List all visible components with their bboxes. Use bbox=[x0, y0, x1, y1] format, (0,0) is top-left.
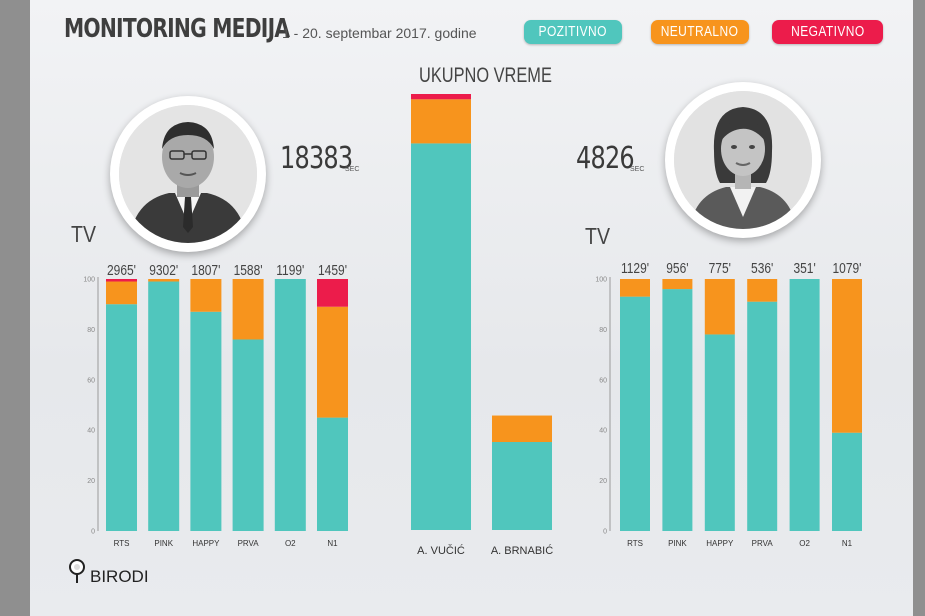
right-y-tick: 100 bbox=[595, 277, 607, 284]
left-x-label: PRVA bbox=[238, 539, 260, 548]
infographic-card: MONITORING MEDIJA 1 - 20. septembar 2017… bbox=[30, 0, 913, 616]
right-y-tick: 40 bbox=[599, 428, 607, 435]
right-bar-prva-pozitivno bbox=[747, 301, 778, 531]
left-bar-rts-neutralno bbox=[106, 281, 137, 305]
left-top-label: 1199' bbox=[276, 262, 304, 279]
legend-negative-label: NEGATIVNO bbox=[790, 23, 865, 40]
right-bar-happy-neutralno bbox=[704, 279, 735, 335]
right-x-label: O2 bbox=[799, 539, 810, 548]
left-top-label: 1588' bbox=[234, 262, 263, 279]
left-x-label: HAPPY bbox=[192, 539, 220, 548]
left-bar-rts-pozitivno bbox=[106, 304, 137, 531]
left-x-label: O2 bbox=[285, 539, 296, 548]
page-title: MONITORING MEDIJA bbox=[64, 14, 290, 44]
total-left: 18383 bbox=[280, 141, 353, 176]
total-left-unit: SEC bbox=[345, 166, 360, 173]
total-right: 4826 bbox=[576, 141, 635, 176]
left-top-label: 1459' bbox=[318, 262, 347, 279]
left-x-label: PINK bbox=[154, 539, 173, 548]
chart-center: A. VUČIĆ A. BRNABIĆ bbox=[411, 94, 553, 557]
right-x-label: RTS bbox=[627, 539, 643, 548]
right-bar-n1-pozitivno bbox=[832, 432, 862, 531]
right-y-tick: 0 bbox=[603, 529, 607, 536]
right-top-label: 1129' bbox=[621, 260, 649, 277]
tv-label-right: TV bbox=[585, 223, 610, 249]
right-top-label: 351' bbox=[793, 260, 815, 277]
total-right-unit: SEC bbox=[630, 166, 645, 173]
left-top-label: 9302' bbox=[149, 262, 178, 279]
left-y-tick: 20 bbox=[87, 478, 95, 485]
right-x-label: PINK bbox=[668, 539, 687, 548]
right-x-label: HAPPY bbox=[706, 539, 734, 548]
legend-positive-label: POZITIVNO bbox=[538, 23, 608, 40]
left-bar-n1-negativno bbox=[317, 279, 348, 307]
center-bar-brnabic-neutralno bbox=[492, 415, 552, 443]
center-bar-vucic-pozitivno bbox=[411, 143, 471, 530]
portrait-right bbox=[665, 82, 821, 238]
right-bar-rts-pozitivno bbox=[620, 296, 650, 531]
center-x-label: A. VUČIĆ bbox=[417, 544, 465, 557]
left-y-tick: 0 bbox=[91, 529, 95, 536]
left-bar-rts-negativno bbox=[106, 279, 137, 282]
portrait-left bbox=[110, 96, 266, 252]
right-bar-pink-neutralno bbox=[662, 279, 693, 290]
right-top-label: 956' bbox=[666, 260, 688, 277]
right-top-label: 536' bbox=[751, 260, 773, 277]
right-y-tick: 60 bbox=[599, 377, 607, 384]
center-title: UKUPNO VREME bbox=[419, 64, 552, 87]
right-bar-pink-pozitivno bbox=[662, 289, 693, 531]
right-bar-n1-neutralno bbox=[832, 279, 862, 433]
tv-label-left: TV bbox=[71, 221, 96, 247]
right-bar-rts-neutralno bbox=[620, 279, 650, 297]
right-x-label: N1 bbox=[842, 539, 853, 548]
left-bar-o2-pozitivno bbox=[274, 279, 306, 531]
center-x-label: A. BRNABIĆ bbox=[491, 544, 553, 557]
man-portrait-icon bbox=[119, 105, 257, 243]
logo-text: BIRODI bbox=[90, 567, 149, 586]
right-bar-o2-pozitivno bbox=[789, 279, 820, 531]
right-top-label: 1079' bbox=[833, 260, 862, 277]
right-bar-happy-pozitivno bbox=[704, 334, 735, 531]
center-bar-vucic-negativno bbox=[411, 94, 471, 100]
legend-neutral: NEUTRALNO bbox=[651, 20, 749, 44]
left-bar-pink-pozitivno bbox=[148, 281, 180, 531]
left-bar-prva-neutralno bbox=[232, 279, 264, 340]
right-top-label: 775' bbox=[709, 260, 731, 277]
left-bar-n1-neutralno bbox=[317, 306, 348, 418]
left-y-tick: 100 bbox=[83, 277, 95, 284]
left-bar-n1-pozitivno bbox=[317, 417, 348, 531]
left-bar-pink-neutralno bbox=[148, 279, 180, 282]
right-y-tick: 80 bbox=[599, 327, 607, 334]
chart-right: 0 20 40 60 80 100 RTS 1129' PINK 956' HAPPY 775' PRV… bbox=[595, 260, 862, 548]
left-bar-happy-neutralno bbox=[190, 279, 222, 312]
left-bar-happy-pozitivno bbox=[190, 311, 222, 531]
left-y-tick: 60 bbox=[87, 377, 95, 384]
left-top-label: 2965' bbox=[107, 262, 136, 279]
left-top-label: 1807' bbox=[191, 262, 220, 279]
chart-left: 0 20 40 60 80 100 RTS 2965' PINK 9302' HAPPY 1807' P… bbox=[83, 262, 348, 548]
center-bar-vucic-neutralno bbox=[411, 99, 471, 144]
center-bar-brnabic-pozitivno bbox=[492, 442, 552, 530]
left-y-tick: 80 bbox=[87, 327, 95, 334]
woman-portrait-icon bbox=[674, 91, 812, 229]
left-x-label: N1 bbox=[327, 539, 338, 548]
left-x-label: RTS bbox=[114, 539, 130, 548]
left-y-tick: 40 bbox=[87, 428, 95, 435]
map-pin-icon bbox=[69, 559, 85, 583]
left-bar-prva-pozitivno bbox=[232, 339, 264, 531]
right-bar-prva-neutralno bbox=[747, 279, 778, 302]
date-range: 1 - 20. septembar 2017. godine bbox=[282, 25, 477, 41]
right-x-label: PRVA bbox=[752, 539, 774, 548]
legend-negative: NEGATIVNO bbox=[772, 20, 883, 44]
legend-neutral-label: NEUTRALNO bbox=[661, 23, 739, 40]
legend-positive: POZITIVNO bbox=[524, 20, 622, 44]
right-y-tick: 20 bbox=[599, 478, 607, 485]
